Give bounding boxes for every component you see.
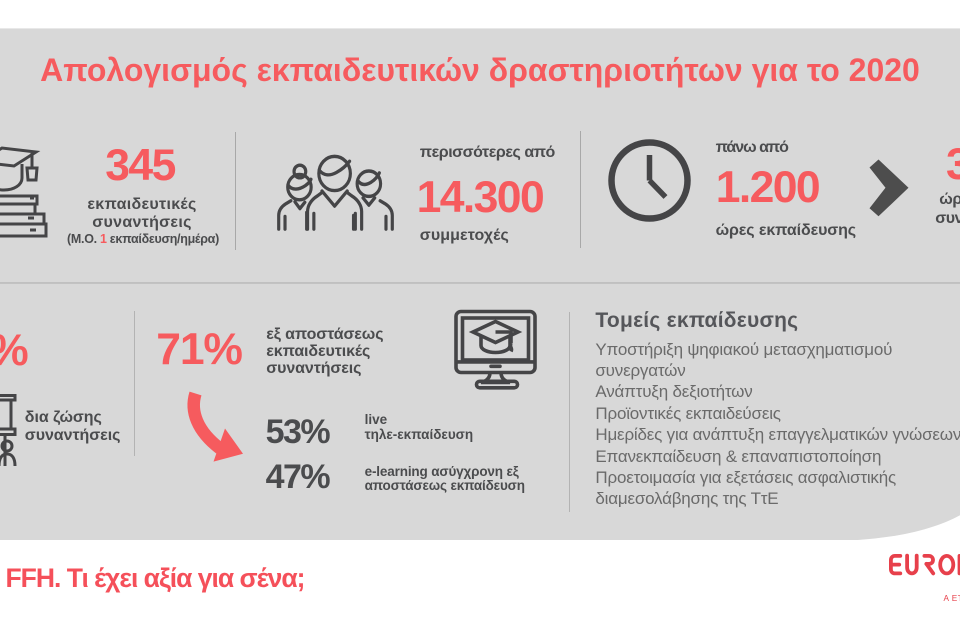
svg-text:Α ΕΤ: Α ΕΤ <box>944 594 960 603</box>
